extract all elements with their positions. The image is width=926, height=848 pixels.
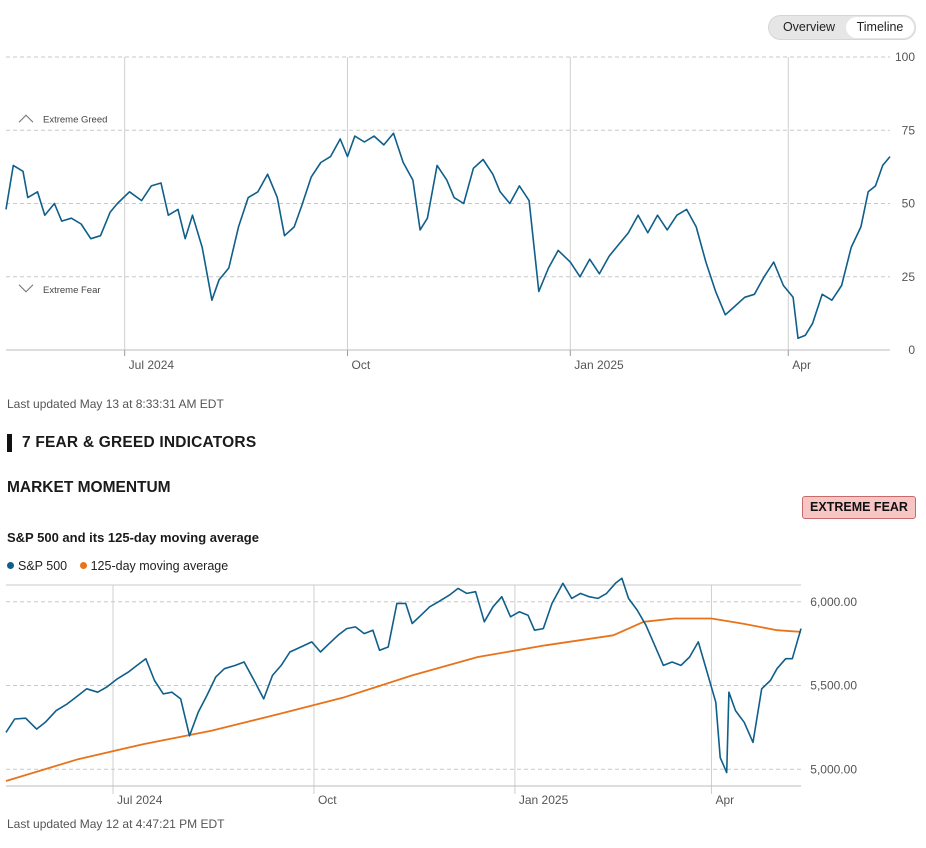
x-tick-label: Oct [318, 793, 337, 807]
market-momentum-chart: Jul 2024 Oct Jan 2025 Apr 5,000.00 5,500.00 6,… [5, 577, 857, 807]
chart-legend: S&P 500 125-day moving average [7, 559, 237, 573]
market-momentum-updated: Last updated May 12 at 4:47:21 PM EDT [7, 817, 225, 831]
moving-average-line [5, 617, 802, 782]
y-tick-label: 50 [902, 197, 916, 211]
legend-label-moving-average: 125-day moving average [90, 559, 229, 573]
legend-item-moving-average: 125-day moving average [79, 559, 229, 573]
view-toggle: Overview Timeline [768, 15, 916, 40]
y-tick-label: 100 [895, 50, 915, 64]
fear-greed-timeline-chart: Jul 2024 Oct Jan 2025 Apr 0 25 50 75 100 Extreme … [5, 50, 916, 372]
y-tick-label: 5,500.00 [810, 679, 857, 693]
legend-dot-moving-average [79, 562, 87, 569]
y-tick-label: 5,000.00 [810, 762, 857, 776]
x-tick-label: Apr [792, 358, 811, 372]
timeline-tab[interactable]: Timeline [846, 17, 914, 38]
market-momentum-title: MARKET MOMENTUM [7, 479, 171, 496]
chevron-down-icon [18, 284, 34, 293]
legend-dot-sp500 [7, 562, 14, 569]
x-tick-label: Oct [351, 358, 370, 372]
fear-greed-index-line [5, 132, 891, 340]
x-tick-label: Jul 2024 [117, 793, 163, 807]
chevron-up-icon [18, 114, 34, 123]
y-tick-label: 0 [908, 343, 915, 357]
x-tick-label: Jan 2025 [519, 793, 569, 807]
heading-marker [7, 434, 12, 452]
chart-subtitle: S&P 500 and its 125-day moving average [7, 530, 259, 545]
indicators-heading-text: 7 FEAR & GREED INDICATORS [22, 434, 257, 451]
x-tick-label: Jul 2024 [129, 358, 175, 372]
x-tick-label: Apr [715, 793, 734, 807]
y-tick-label: 25 [902, 270, 916, 284]
x-tick-label: Jan 2025 [574, 358, 624, 372]
sp500-line [5, 577, 802, 774]
zone-label-extreme-fear: Extreme Fear [43, 285, 101, 296]
fear-greed-updated: Last updated May 13 at 8:33:31 AM EDT [7, 397, 224, 411]
overview-tab[interactable]: Overview [782, 20, 836, 34]
y-tick-label: 75 [902, 123, 916, 137]
zone-label-extreme-greed: Extreme Greed [43, 114, 107, 125]
y-tick-label: 6,000.00 [810, 595, 857, 609]
legend-label-sp500: S&P 500 [18, 559, 68, 573]
legend-item-sp500: S&P 500 [7, 559, 71, 573]
status-badge: EXTREME FEAR [802, 496, 916, 519]
